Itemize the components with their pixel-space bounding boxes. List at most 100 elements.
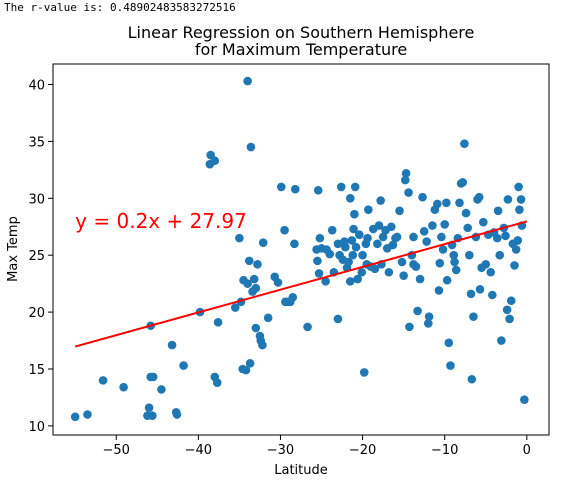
data-point (469, 312, 478, 321)
data-point (144, 403, 154, 412)
data-point (415, 274, 425, 284)
data-point (493, 206, 503, 216)
y-tick-label: 25 (28, 249, 45, 264)
data-point (446, 361, 455, 370)
data-point (336, 182, 346, 192)
data-point (280, 225, 289, 235)
data-point (437, 232, 446, 242)
data-point (458, 178, 468, 187)
x-tick-label: 0 (523, 443, 531, 458)
data-point (465, 250, 474, 260)
data-point (373, 239, 382, 249)
data-point (428, 221, 437, 230)
data-point (258, 238, 268, 247)
data-point (251, 323, 261, 333)
data-point (400, 175, 410, 185)
data-point (444, 338, 454, 348)
data-point (404, 188, 413, 197)
data-point (235, 233, 244, 243)
data-point (167, 340, 177, 350)
y-tick-label: 40 (28, 78, 45, 93)
data-point (357, 267, 367, 277)
data-point (467, 374, 477, 384)
data-point (479, 217, 488, 227)
data-point (515, 205, 524, 214)
data-point (503, 195, 513, 204)
data-point (148, 372, 158, 382)
data-point (288, 293, 298, 302)
data-point (376, 196, 385, 205)
data-point (511, 245, 521, 254)
data-point (246, 142, 256, 152)
data-point (501, 231, 510, 241)
data-point (344, 257, 353, 267)
data-point (466, 289, 476, 299)
data-point (370, 264, 380, 274)
data-point (212, 378, 222, 387)
data-point (157, 385, 166, 394)
data-point (495, 250, 505, 260)
data-point (245, 359, 255, 368)
data-point (315, 233, 325, 243)
data-point (461, 208, 471, 218)
chart-title-line-2: for Maximum Temperature (195, 40, 407, 59)
data-point (455, 198, 464, 208)
data-point (460, 139, 469, 148)
data-point (314, 269, 324, 278)
data-point (392, 232, 402, 242)
data-point (210, 156, 220, 166)
data-point (241, 365, 251, 375)
data-point (442, 198, 451, 208)
chart-title-line-1: Linear Regression on Southern Hemisphere (128, 23, 475, 42)
data-point (243, 279, 252, 288)
data-point (388, 240, 398, 250)
data-point (449, 250, 459, 260)
data-point (502, 305, 512, 315)
data-point (341, 242, 350, 252)
data-point (378, 232, 388, 242)
data-point (313, 256, 322, 266)
data-point (350, 209, 359, 219)
data-point (492, 233, 502, 243)
regression-line (74, 220, 528, 348)
data-point (516, 195, 526, 204)
x-axis: −50 −40 −30 −20 −10 0 (103, 435, 531, 458)
data-point (179, 361, 188, 370)
data-point (364, 205, 373, 214)
data-point (475, 285, 485, 294)
data-point (397, 257, 407, 267)
data-point (249, 274, 259, 284)
data-point (148, 411, 157, 420)
data-point (350, 182, 360, 192)
data-point (313, 186, 323, 195)
data-point (409, 232, 418, 242)
data-point (351, 242, 361, 252)
data-point (442, 275, 452, 285)
regression-equation: y = 0.2x + 27.97 (75, 209, 247, 233)
x-axis-label: Latitude (274, 463, 328, 478)
y-tick-label: 20 (28, 306, 45, 321)
data-point (333, 239, 343, 249)
data-point (119, 382, 128, 392)
data-point (258, 340, 267, 350)
data-point (488, 290, 497, 300)
data-point (418, 192, 427, 202)
data-point (401, 168, 411, 178)
data-point (325, 249, 335, 259)
annotation-layer: y = 0.2x + 27.97 (75, 209, 247, 233)
data-point (513, 236, 523, 245)
data-point (359, 368, 369, 377)
data-point (520, 395, 529, 405)
data-point (347, 236, 357, 245)
data-point (263, 313, 273, 323)
data-point (451, 265, 461, 275)
x-tick-label: −50 (103, 443, 130, 458)
data-point (395, 206, 404, 216)
data-point (83, 410, 92, 419)
data-point (486, 267, 496, 277)
data-point (481, 259, 491, 269)
data-point (463, 223, 473, 233)
data-point (433, 199, 442, 209)
plot-frame (52, 63, 550, 436)
data-point (98, 376, 108, 385)
